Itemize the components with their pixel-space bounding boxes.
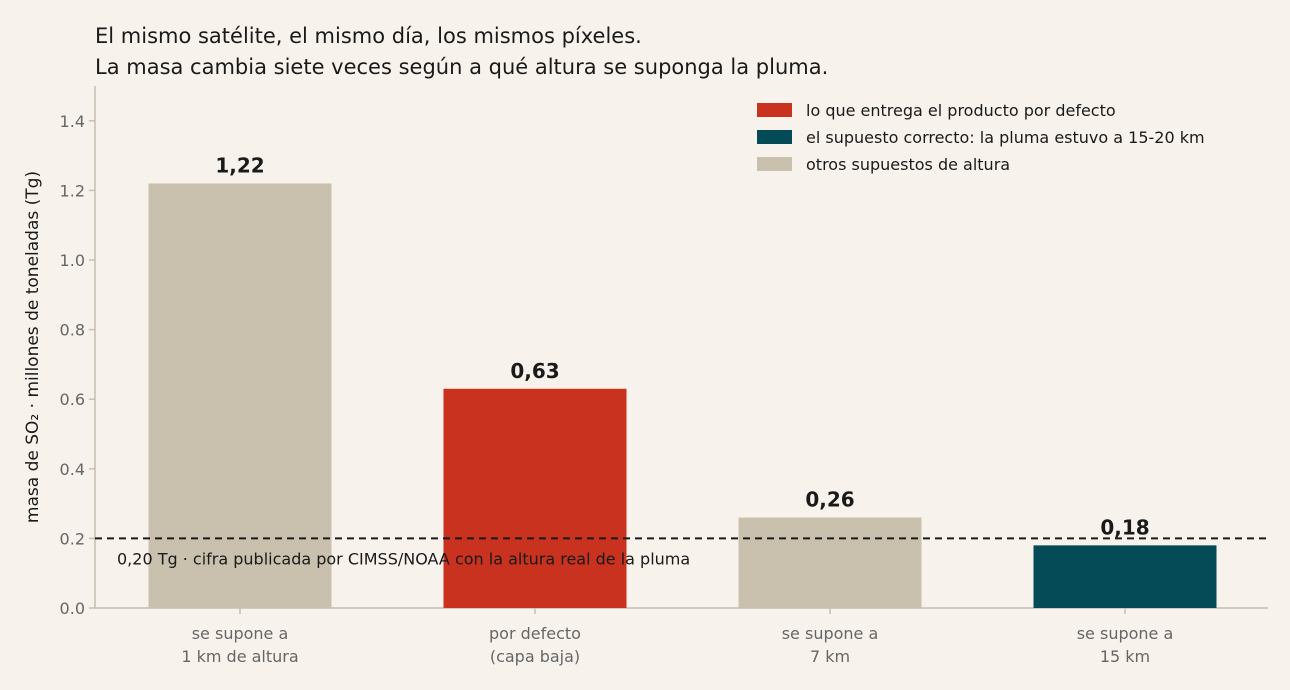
x-tick-label: 7 km [810, 647, 850, 666]
x-ticks: se supone a 1 km de altura por defecto (cap… [181, 608, 1173, 666]
x-tick-label: se supone a [1077, 624, 1174, 643]
value-label: 0,26 [805, 488, 854, 512]
legend-label-correct: el supuesto correcto: la pluma estuvo a … [806, 128, 1205, 147]
y-tick-label: 0.6 [60, 390, 85, 409]
value-label: 0,63 [510, 359, 559, 383]
value-labels: 1,22 0,63 0,26 0,18 [215, 153, 1149, 539]
bar-4 [1033, 545, 1217, 608]
title-line-1: El mismo satélite, el mismo día, los mis… [95, 24, 642, 48]
y-tick-label: 0.0 [60, 599, 85, 618]
bar-3 [738, 517, 922, 608]
title-line-2: La masa cambia siete veces según a qué a… [95, 55, 828, 79]
x-tick-label: por defecto [489, 624, 581, 643]
x-tick-label: se supone a [192, 624, 289, 643]
bar-1 [148, 183, 332, 608]
x-tick-label: (capa baja) [490, 647, 580, 666]
legend-swatch-other [757, 157, 792, 171]
y-axis-label: masa de SO₂ · millones de toneladas (Tg) [23, 171, 43, 523]
y-tick-label: 1.4 [60, 112, 85, 131]
y-ticks: 0.0 0.2 0.4 0.6 0.8 1.0 1.2 1.4 [60, 112, 95, 618]
legend-label-other: otros supuestos de altura [806, 155, 1010, 174]
reference-line-group: 0,20 Tg · cifra publicada por CIMSS/NOAA… [95, 537, 1268, 568]
legend-swatch-default [757, 103, 792, 117]
legend: lo que entrega el producto por defecto el… [757, 101, 1205, 174]
x-tick-label: 15 km [1100, 647, 1150, 666]
reference-line-label: 0,20 Tg · cifra publicada por CIMSS/NOAA… [117, 549, 690, 568]
value-label: 0,18 [1100, 515, 1149, 539]
legend-label-default: lo que entrega el producto por defecto [806, 101, 1116, 120]
y-tick-label: 0.2 [60, 529, 85, 548]
y-tick-label: 1.2 [60, 181, 85, 200]
x-tick-label: 1 km de altura [181, 647, 298, 666]
legend-swatch-correct [757, 130, 792, 144]
x-tick-label: se supone a [782, 624, 879, 643]
bars [148, 183, 1217, 608]
y-tick-label: 1.0 [60, 251, 85, 270]
value-label: 1,22 [215, 153, 264, 177]
y-tick-label: 0.4 [60, 460, 85, 479]
y-tick-label: 0.8 [60, 321, 85, 340]
bar-2 [443, 388, 627, 608]
chart-title: El mismo satélite, el mismo día, los mis… [95, 24, 828, 79]
